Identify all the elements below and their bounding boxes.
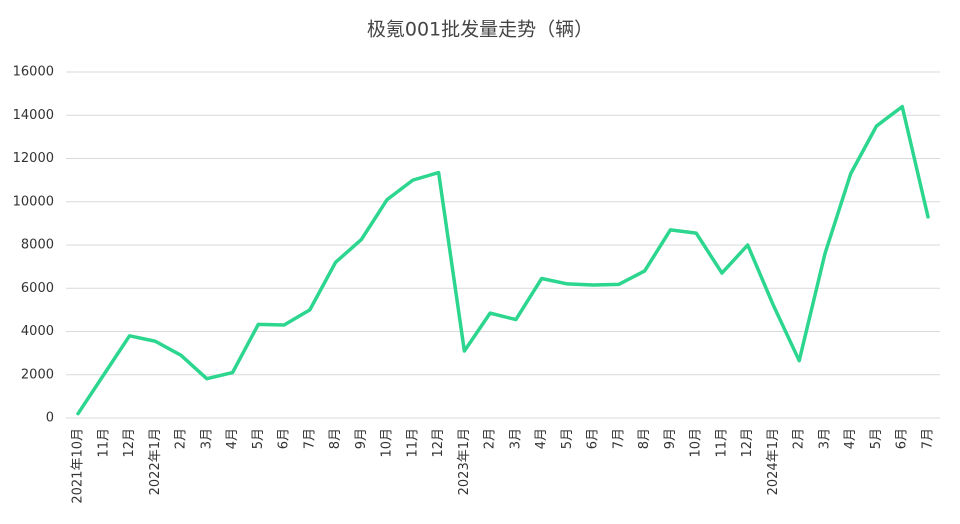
x-tick-label: 6月	[277, 428, 292, 449]
x-tick-label: 2021年10月	[71, 428, 86, 504]
x-tick-label: 3月	[508, 428, 523, 449]
x-tick-label: 8月	[637, 428, 652, 449]
x-tick-label: 11月	[405, 428, 420, 458]
x-tick-label: 7月	[921, 428, 936, 449]
y-tick-label: 14000	[13, 108, 54, 123]
x-tick-label: 9月	[663, 428, 678, 449]
x-tick-label: 10月	[380, 428, 395, 458]
chart-title: 极氪001批发量走势（辆）	[367, 19, 593, 41]
y-tick-label: 10000	[13, 194, 54, 209]
x-tick-label: 7月	[611, 428, 626, 449]
x-tick-label: 11月	[714, 428, 729, 458]
x-tick-label: 10月	[689, 428, 704, 458]
y-tick-label: 4000	[21, 324, 54, 339]
x-tick-label: 5月	[869, 428, 884, 449]
y-tick-label: 2000	[21, 367, 54, 382]
x-tick-label: 11月	[96, 428, 111, 458]
x-tick-label: 2022年1月	[148, 428, 163, 495]
x-tick-label: 2月	[483, 428, 498, 449]
y-tick-label: 12000	[13, 151, 54, 166]
x-tick-label: 12月	[431, 428, 446, 458]
x-tick-label: 2024年1月	[766, 428, 781, 495]
x-tick-label: 6月	[895, 428, 910, 449]
x-tick-label: 3月	[817, 428, 832, 449]
x-tick-label: 2月	[792, 428, 807, 449]
x-tick-label: 4月	[843, 428, 858, 449]
x-tick-label: 7月	[302, 428, 317, 449]
x-tick-label: 6月	[586, 428, 601, 449]
x-tick-label: 5月	[560, 428, 575, 449]
x-tick-label: 12月	[122, 428, 137, 458]
y-tick-label: 8000	[21, 238, 54, 253]
x-tick-label: 5月	[251, 428, 266, 449]
x-tick-label: 2023年1月	[457, 428, 472, 495]
x-tick-label: 12月	[740, 428, 755, 458]
x-tick-label: 8月	[328, 428, 343, 449]
x-tick-label: 4月	[225, 428, 240, 449]
y-tick-label: 16000	[13, 65, 54, 80]
y-tick-label: 6000	[21, 281, 54, 296]
data-line	[76, 104, 930, 416]
x-tick-label: 9月	[354, 428, 369, 449]
y-tick-label: 0	[46, 411, 54, 426]
x-tick-label: 4月	[534, 428, 549, 449]
x-tick-label: 2月	[174, 428, 189, 449]
x-tick-label: 3月	[199, 428, 214, 449]
